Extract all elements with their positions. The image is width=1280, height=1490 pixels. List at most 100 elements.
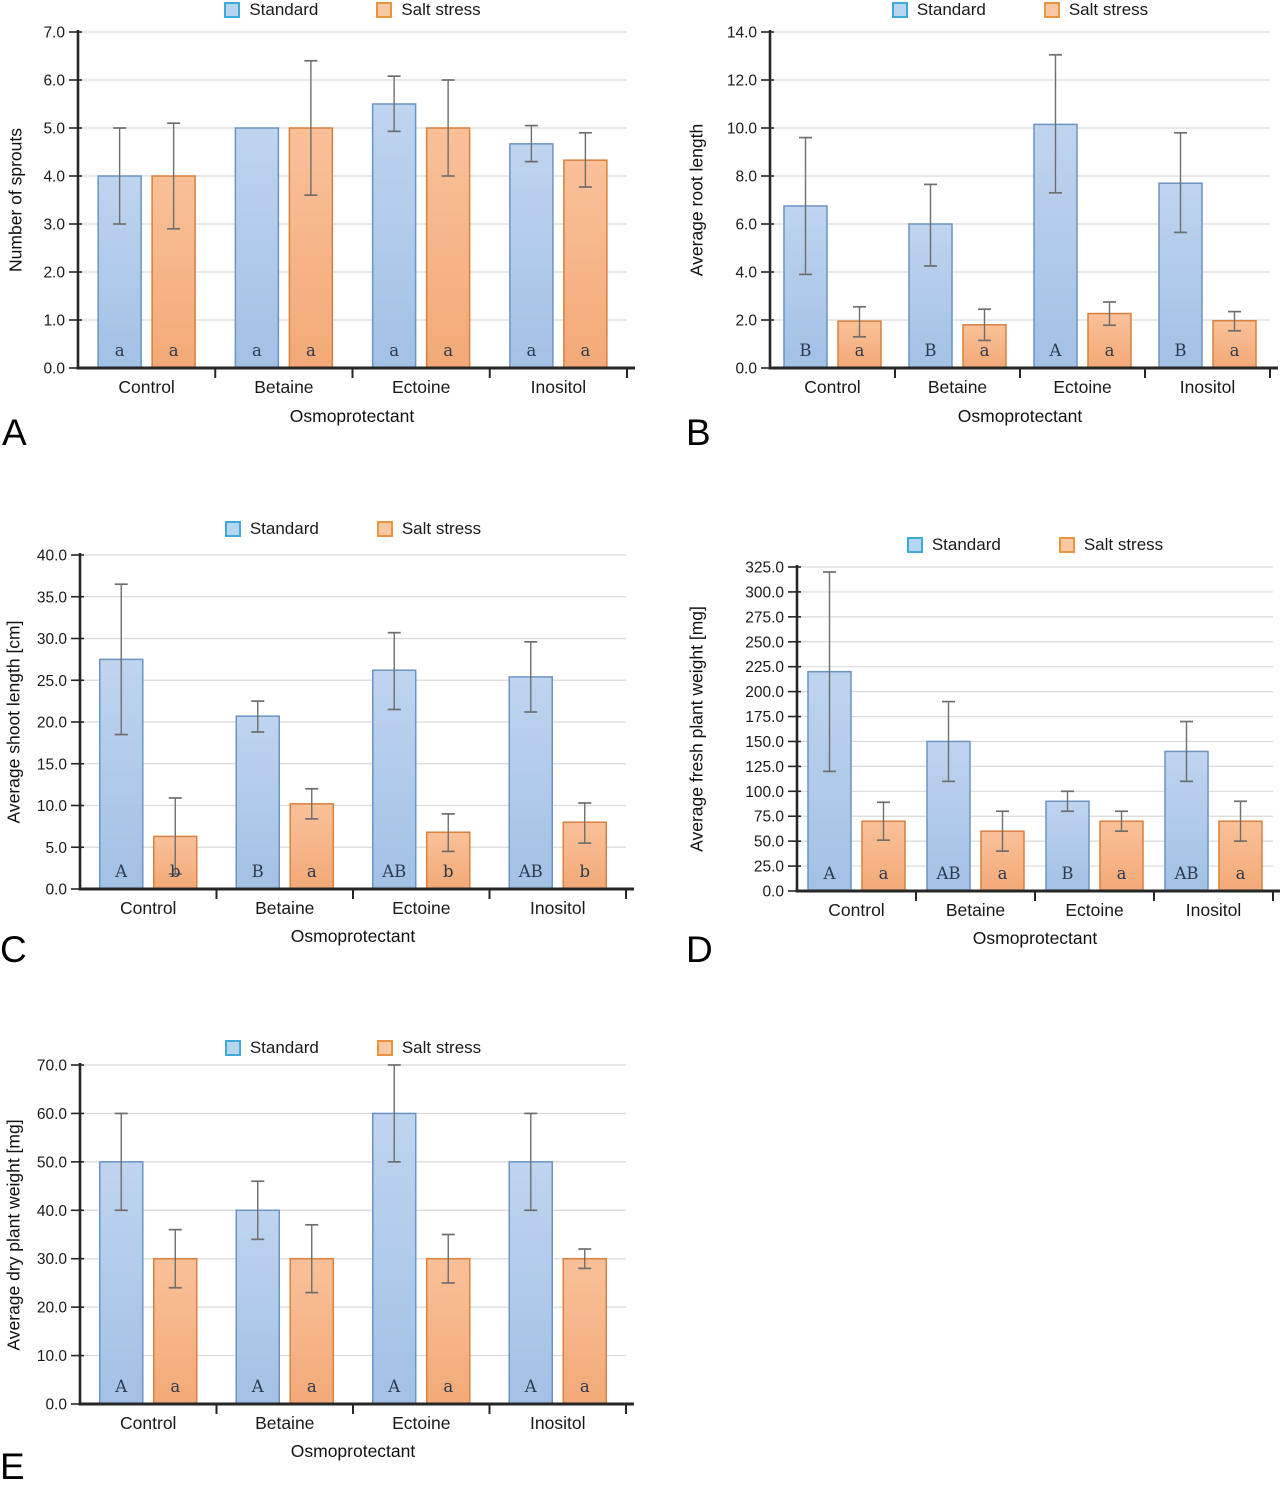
svg-text:Ectoine: Ectoine: [392, 377, 450, 397]
svg-text:20.0: 20.0: [37, 715, 68, 732]
svg-text:Inositol: Inositol: [531, 377, 586, 397]
svg-text:B: B: [1174, 341, 1186, 360]
svg-text:10.0: 10.0: [727, 121, 758, 138]
standard-swatch-icon: [224, 2, 241, 18]
svg-text:a: a: [252, 341, 262, 360]
x-axis-title: Osmoprotectant: [289, 406, 415, 426]
svg-text:Ectoine: Ectoine: [392, 1413, 450, 1433]
legend-label-salt-stress: Salt stress: [401, 1038, 482, 1057]
svg-text:2.0: 2.0: [43, 265, 65, 282]
svg-text:10.0: 10.0: [37, 1348, 68, 1365]
standard-swatch-icon: [891, 2, 908, 18]
panel-letter: D: [686, 929, 713, 970]
svg-text:a: a: [1236, 864, 1246, 883]
svg-text:50.0: 50.0: [754, 834, 785, 851]
svg-text:8.0: 8.0: [735, 169, 757, 186]
legend-label-salt-stress: Salt stress: [1083, 535, 1164, 554]
svg-text:A: A: [114, 1377, 128, 1396]
legend-item-standard: Standard: [224, 1038, 319, 1058]
svg-text:100.0: 100.0: [745, 784, 784, 801]
svg-text:Inositol: Inositol: [1186, 900, 1241, 920]
svg-text:7.0: 7.0: [43, 25, 65, 42]
svg-text:35.0: 35.0: [37, 589, 68, 606]
svg-text:B: B: [924, 341, 936, 360]
svg-text:A: A: [823, 864, 837, 883]
svg-text:40.0: 40.0: [37, 548, 68, 565]
svg-text:a: a: [170, 1377, 180, 1396]
svg-text:a: a: [998, 864, 1008, 883]
svg-text:5.0: 5.0: [45, 840, 67, 857]
svg-text:60.0: 60.0: [37, 1106, 68, 1123]
svg-text:a: a: [980, 341, 990, 360]
svg-text:AB: AB: [1173, 864, 1198, 883]
bar-chart-average-root-length: 0.0 2.0 4.0 6.0 8.0 10.0 12.0 14.0 Control Betain…: [727, 25, 1278, 397]
svg-text:50.0: 50.0: [37, 1154, 68, 1171]
svg-text:B: B: [799, 341, 811, 360]
svg-text:Control: Control: [120, 898, 176, 918]
x-axis-title: Osmoprotectant: [290, 926, 416, 946]
svg-text:Control: Control: [828, 900, 884, 920]
chart-legend: Standard Salt stress: [80, 519, 626, 539]
svg-text:15.0: 15.0: [37, 756, 68, 773]
svg-text:A: A: [387, 1377, 401, 1396]
svg-text:a: a: [580, 1377, 590, 1396]
svg-text:a: a: [879, 864, 889, 883]
standard-swatch-icon: [906, 537, 923, 553]
svg-text:40.0: 40.0: [37, 1203, 68, 1220]
svg-text:200.0: 200.0: [745, 684, 784, 701]
legend-label-standard: Standard: [249, 0, 319, 19]
svg-text:A: A: [1049, 341, 1063, 360]
salt-stress-swatch-icon: [376, 1040, 393, 1056]
legend-label-standard: Standard: [931, 535, 1001, 554]
svg-text:a: a: [1117, 864, 1127, 883]
svg-text:A: A: [251, 1377, 265, 1396]
svg-text:A: A: [524, 1377, 538, 1396]
svg-text:6.0: 6.0: [735, 217, 757, 234]
salt-stress-swatch-icon: [376, 2, 393, 18]
svg-text:Betaine: Betaine: [255, 898, 314, 918]
svg-text:30.0: 30.0: [37, 631, 68, 648]
standard-swatch-icon: [224, 521, 241, 537]
bar-chart-number-of-sprouts: 0.0 1.0 2.0 3.0 4.0 5.0 6.0 7.0 Control Betaine Ec…: [43, 25, 635, 397]
svg-text:a: a: [580, 341, 590, 360]
svg-text:0.0: 0.0: [735, 361, 757, 378]
svg-text:AB: AB: [935, 864, 960, 883]
svg-text:5.0: 5.0: [43, 121, 65, 138]
svg-text:a: a: [526, 341, 536, 360]
svg-text:b: b: [443, 862, 454, 881]
svg-text:a: a: [855, 341, 865, 360]
svg-text:B: B: [252, 862, 264, 881]
legend-label-salt-stress: Salt stress: [401, 519, 482, 538]
chart-legend: Standard Salt stress: [80, 1038, 626, 1058]
svg-text:a: a: [307, 862, 317, 881]
svg-text:Ectoine: Ectoine: [1065, 900, 1123, 920]
panel-e: Standard Salt stress Average dry plant w…: [0, 1010, 640, 1490]
chart-legend: Standard Salt stress: [770, 0, 1270, 20]
svg-text:125.0: 125.0: [745, 759, 784, 776]
panel-letter: E: [0, 1446, 25, 1487]
svg-text:AB: AB: [381, 862, 406, 881]
svg-text:6.0: 6.0: [43, 73, 65, 90]
svg-text:25.0: 25.0: [37, 673, 68, 690]
svg-text:300.0: 300.0: [745, 584, 784, 601]
panel-letter: C: [0, 929, 27, 970]
svg-text:Betaine: Betaine: [255, 1413, 314, 1433]
svg-text:225.0: 225.0: [745, 659, 784, 676]
svg-text:Inositol: Inositol: [1180, 377, 1235, 397]
svg-text:Control: Control: [120, 1413, 176, 1433]
svg-text:a: a: [306, 341, 316, 360]
legend-label-standard: Standard: [249, 1038, 319, 1057]
svg-text:30.0: 30.0: [37, 1251, 68, 1268]
svg-text:0.0: 0.0: [762, 884, 784, 901]
svg-text:70.0: 70.0: [37, 1058, 68, 1075]
legend-item-salt-stress: Salt stress: [376, 0, 481, 20]
legend-label-standard: Standard: [249, 519, 319, 538]
standard-swatch-icon: [224, 1040, 241, 1056]
svg-text:25.0: 25.0: [754, 859, 785, 876]
svg-text:4.0: 4.0: [735, 265, 757, 282]
legend-label-salt-stress: Salt stress: [401, 0, 481, 19]
svg-text:250.0: 250.0: [745, 634, 784, 651]
panel-b: Standard Salt stress Average root length…: [640, 0, 1280, 505]
legend-item-salt-stress: Salt stress: [1058, 535, 1164, 555]
svg-text:20.0: 20.0: [37, 1300, 68, 1317]
